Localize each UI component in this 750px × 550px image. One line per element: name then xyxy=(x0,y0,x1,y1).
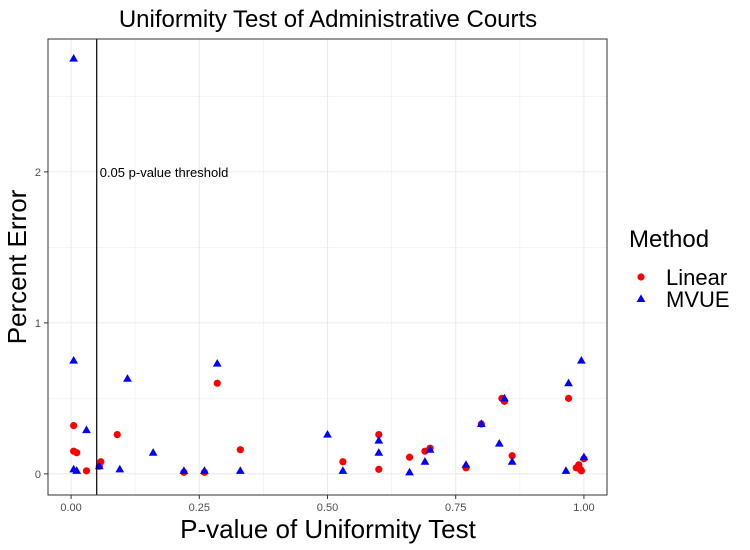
legend-linear-label: Linear xyxy=(666,265,727,290)
mvue-point xyxy=(212,359,222,367)
linear-point xyxy=(339,458,347,466)
mvue-point xyxy=(323,430,332,438)
mvue-point xyxy=(69,54,79,62)
x-tick-label: 0.50 xyxy=(317,502,338,514)
linear-point xyxy=(508,452,516,460)
legend-mvue-key xyxy=(636,294,646,302)
y-tick-label: 1 xyxy=(35,318,41,330)
linear-point xyxy=(564,394,573,402)
linear-point xyxy=(73,449,81,457)
linear-point xyxy=(577,467,585,475)
x-tick-label: 1.00 xyxy=(573,502,594,514)
mvue-point xyxy=(374,448,384,456)
mvue-point xyxy=(148,448,158,456)
legend-linear-key xyxy=(637,273,645,281)
mvue-point xyxy=(500,393,509,402)
mvue-point xyxy=(405,467,414,476)
linear-point xyxy=(236,446,244,454)
mvue-point xyxy=(507,457,517,465)
mvue-point xyxy=(576,356,586,364)
mvue-point xyxy=(461,460,471,468)
mvue-point xyxy=(476,419,486,428)
mvue-point xyxy=(179,466,189,474)
mvue-point xyxy=(494,439,504,447)
y-tick-label: 2 xyxy=(35,167,41,179)
linear-point xyxy=(213,379,221,387)
chart-title: Uniformity Test of Administrative Courts xyxy=(119,6,537,33)
linear-point xyxy=(113,431,121,439)
mvue-point xyxy=(561,466,571,474)
y-tick-label: 0 xyxy=(35,469,41,481)
legend-title: Method xyxy=(629,226,709,253)
mvue-point xyxy=(579,452,589,461)
x-axis-ticks: 0.00 0.25 0.50 0.75 1.00 xyxy=(60,495,595,514)
mvue-point xyxy=(69,356,79,364)
x-tick-label: 0.25 xyxy=(189,502,210,514)
linear-point xyxy=(375,431,383,439)
x-tick-label: 0.00 xyxy=(60,502,81,514)
mvue-point xyxy=(564,378,573,387)
x-tick-label: 0.75 xyxy=(445,502,466,514)
y-axis-ticks: 0 1 2 xyxy=(35,167,48,481)
threshold-annotation: 0.05 p-value threshold xyxy=(100,165,229,180)
mvue-point xyxy=(72,466,82,474)
mvue-point xyxy=(425,445,435,453)
y-axis-label: Percent Error xyxy=(2,189,32,344)
legend-mvue-label: MVUE xyxy=(666,287,730,312)
mvue-point xyxy=(82,425,91,434)
mvue-point xyxy=(338,466,348,474)
mvue-point xyxy=(374,436,384,444)
plot-panel: 0.05 p-value threshold xyxy=(47,38,608,496)
mvue-point xyxy=(235,466,245,474)
mvue-point xyxy=(123,374,132,382)
linear-point xyxy=(82,467,91,475)
major-gridlines xyxy=(48,39,607,495)
mvue-point xyxy=(200,466,209,474)
linear-point xyxy=(375,465,383,473)
linear-point xyxy=(70,421,78,430)
mvue-point xyxy=(420,457,430,465)
linear-point xyxy=(405,453,414,461)
mvue-point xyxy=(115,464,125,473)
x-axis-label: P-value of Uniformity Test xyxy=(180,514,477,544)
